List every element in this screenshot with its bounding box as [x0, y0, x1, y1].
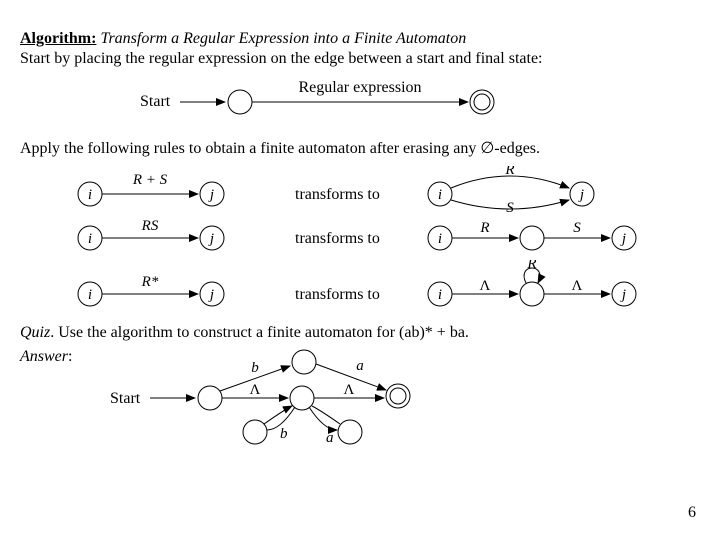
algorithm-label: Algorithm: [20, 30, 96, 47]
svg-text:a: a [326, 430, 334, 446]
svg-text:RS: RS [141, 218, 159, 234]
transforms-to-1: transforms to [295, 186, 380, 203]
svg-text:R: R [526, 260, 536, 272]
svg-text:b: b [280, 426, 288, 442]
svg-text:Λ: Λ [250, 382, 261, 398]
svg-text:S: S [573, 220, 581, 236]
svg-text:Λ: Λ [572, 278, 583, 294]
svg-text:i: i [438, 231, 442, 247]
svg-text:i: i [438, 287, 442, 303]
quiz-line: Quiz. Use the algorithm to construct a f… [20, 324, 700, 342]
regex-edge-label: Regular expression [298, 79, 421, 96]
svg-text:i: i [438, 187, 442, 203]
svg-text:b: b [251, 360, 259, 376]
transforms-to-3: transforms to [295, 286, 380, 303]
svg-text:i: i [88, 187, 92, 203]
answer-start-label: Start [110, 390, 141, 407]
svg-text:R*: R* [141, 274, 159, 290]
start-node [228, 90, 252, 114]
final-node-inner [474, 94, 490, 110]
svg-text:S: S [506, 200, 514, 216]
svg-text:Λ: Λ [344, 382, 355, 398]
page-number: 6 [688, 504, 696, 522]
ans-start-node [198, 386, 222, 410]
svg-text:Λ: Λ [480, 278, 491, 294]
diagram-initial: Start Regular expression [120, 76, 640, 126]
svg-text:R: R [479, 220, 489, 236]
svg-text:a: a [356, 358, 364, 374]
transforms-to-2: transforms to [295, 230, 380, 247]
svg-text:R + S: R + S [132, 172, 168, 188]
rule-3: i R* j transforms to i Λ R Λ j [20, 260, 700, 314]
start-label: Start [140, 93, 171, 110]
rule-1: i R + S j transforms to i R S j [20, 166, 700, 216]
diagram-answer: Start b a Λ Λ b a [100, 348, 620, 448]
rule-2: i RS j transforms to i R S j [20, 216, 700, 260]
svg-text:i: i [88, 231, 92, 247]
rules-intro: Apply the following rules to obtain a fi… [20, 138, 700, 158]
svg-text:R: R [504, 166, 514, 178]
intro-text: Start by placing the regular expression … [20, 50, 700, 68]
algorithm-title: Transform a Regular Expression into a Fi… [100, 30, 466, 47]
svg-text:i: i [88, 287, 92, 303]
